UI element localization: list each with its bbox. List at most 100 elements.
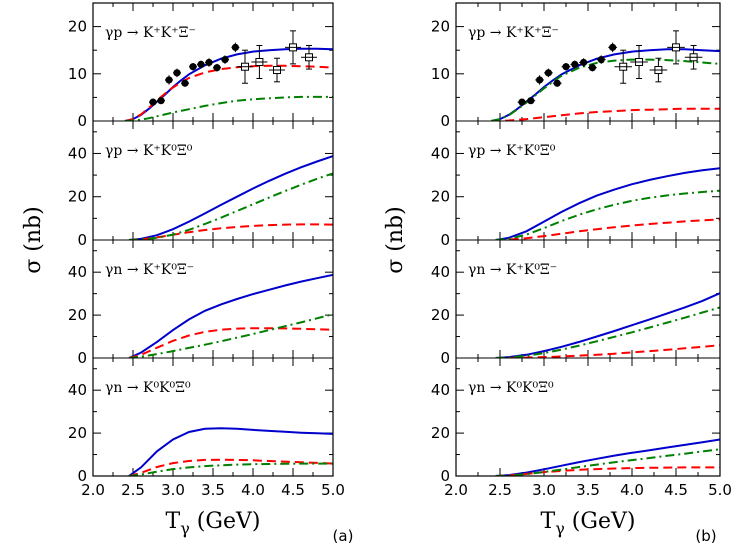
series-group	[495, 167, 720, 240]
reaction-label: γp → K⁺K⁰Ξ⁰	[468, 143, 556, 159]
series-line-total	[495, 167, 720, 240]
series-line-dash-dot	[495, 189, 720, 240]
data-point-filled	[165, 76, 173, 84]
y-axis-label: σ (nb)	[383, 206, 408, 273]
series-line-dashed	[128, 327, 333, 358]
x-tick-label: 4.5	[664, 481, 688, 499]
data-point-filled	[189, 63, 197, 71]
y-tick-label: 0	[77, 231, 87, 249]
series-line-dash-dot	[495, 448, 720, 476]
series-line-dash-dot	[495, 306, 720, 358]
x-tick-label: 2.0	[444, 481, 468, 499]
y-tick-label: 10	[431, 65, 450, 83]
series-line-dashed	[495, 218, 720, 240]
series-line-total	[124, 47, 333, 121]
y-tick-label: 40	[68, 381, 87, 399]
data-point-filled	[231, 43, 239, 51]
series-line-total	[128, 155, 333, 240]
series-line-dash-dot	[490, 58, 720, 121]
reaction-label: γn → K⁰K⁰Ξ⁰	[105, 380, 191, 396]
y-tick-label: 10	[68, 65, 87, 83]
y-tick-label: 20	[68, 18, 87, 36]
y-tick-label: 20	[431, 306, 450, 324]
x-axis-label-subscript: γ	[555, 519, 565, 538]
reaction-label: γn → K⁺K⁰Ξ⁻	[468, 262, 557, 278]
series-group	[495, 438, 720, 476]
data-point-filled	[149, 98, 157, 106]
y-tick-label: 40	[68, 263, 87, 281]
data-point-filled	[197, 60, 205, 68]
x-tick-label: 4.5	[281, 481, 305, 499]
y-tick-label: 0	[440, 467, 450, 485]
series-line-dashed	[128, 458, 333, 476]
reaction-label: γn → K⁰K⁰Ξ⁰	[468, 380, 554, 396]
series-line-dash-dot	[128, 313, 333, 358]
x-tick-label: 5.0	[708, 481, 732, 499]
y-tick-label: 40	[68, 144, 87, 162]
series-group	[128, 273, 333, 358]
series-line-dashed	[491, 107, 720, 121]
figure-label: (b)	[695, 527, 716, 545]
y-tick-label: 0	[440, 112, 450, 130]
x-axis-label: Tγ (GeV)	[166, 509, 261, 538]
series-group	[490, 48, 720, 121]
series-group	[495, 292, 720, 358]
data-point-filled	[181, 79, 189, 87]
x-tick-label: 4.0	[620, 481, 644, 499]
y-tick-label: 40	[431, 381, 450, 399]
series-group	[128, 155, 333, 240]
panel-2: 0 20 40 γp → K⁺K⁰Ξ⁰	[431, 120, 721, 249]
x-tick-label: 3.5	[576, 481, 600, 499]
series-line-total	[495, 438, 720, 476]
series-line-dashed	[124, 64, 333, 121]
series-group	[124, 47, 333, 121]
data-point-filled	[553, 79, 561, 87]
y-tick-label: 0	[440, 231, 450, 249]
data-point-filled	[571, 60, 579, 68]
panel-1: 0 10 20 γp → K⁺K⁺Ξ⁻	[68, 3, 334, 130]
y-tick-label: 0	[77, 349, 87, 367]
data-point-filled	[518, 98, 526, 106]
data-point-filled	[157, 97, 165, 105]
x-axis-label-unit: (GeV)	[190, 509, 261, 534]
x-axis-label-subscript: γ	[180, 519, 190, 538]
y-tick-label: 0	[77, 112, 87, 130]
data-point-filled	[205, 58, 213, 67]
series-group	[128, 427, 333, 476]
figure-label: (a)	[333, 527, 354, 545]
y-axis-label: σ (nb)	[21, 206, 46, 273]
panel-1: 0 10 20 γp → K⁺K⁺Ξ⁻	[431, 3, 721, 130]
data-point-filled	[609, 43, 617, 51]
y-tick-label: 0	[440, 349, 450, 367]
y-tick-label: 40	[431, 144, 450, 162]
reaction-label: γp → K⁺K⁺Ξ⁻	[468, 25, 559, 41]
x-tick-label: 3.0	[532, 481, 556, 499]
x-tick-label: 2.5	[488, 481, 512, 499]
panel-2: 0 20 40 γp → K⁺K⁰Ξ⁰	[68, 120, 334, 249]
data-point-filled	[562, 63, 570, 71]
panel-3: 0 20 40 γn → K⁺K⁰Ξ⁻	[68, 239, 334, 367]
data-point-filled	[588, 64, 597, 72]
data-point-filled	[221, 56, 229, 64]
x-tick-label: 2.0	[81, 481, 105, 499]
data-point-filled	[544, 69, 553, 77]
reaction-label: γn → K⁺K⁰Ξ⁻	[105, 262, 194, 278]
plot-frame	[92, 2, 334, 477]
series-line-total	[128, 427, 333, 476]
y-tick-label: 20	[431, 18, 450, 36]
data-point-filled	[213, 64, 221, 72]
data-point-filled	[536, 76, 544, 84]
series-line-total	[495, 292, 720, 358]
series-line-dashed	[128, 223, 333, 240]
y-tick-label: 20	[431, 424, 450, 442]
data-point-filled	[173, 69, 181, 77]
series-line-total	[128, 273, 333, 358]
figure-a: 0 10 20 γp → K⁺K⁺Ξ⁻ 0 20 40 γp → K⁺K⁰Ξ⁰ 0 20 40 γn …	[21, 2, 354, 545]
y-tick-label: 0	[77, 467, 87, 485]
plot-frame	[455, 2, 721, 477]
x-tick-label: 3.5	[201, 481, 225, 499]
series-line-dash-dot	[128, 462, 333, 476]
x-axis-label-main: T	[166, 509, 181, 534]
data-point-filled	[527, 97, 535, 105]
